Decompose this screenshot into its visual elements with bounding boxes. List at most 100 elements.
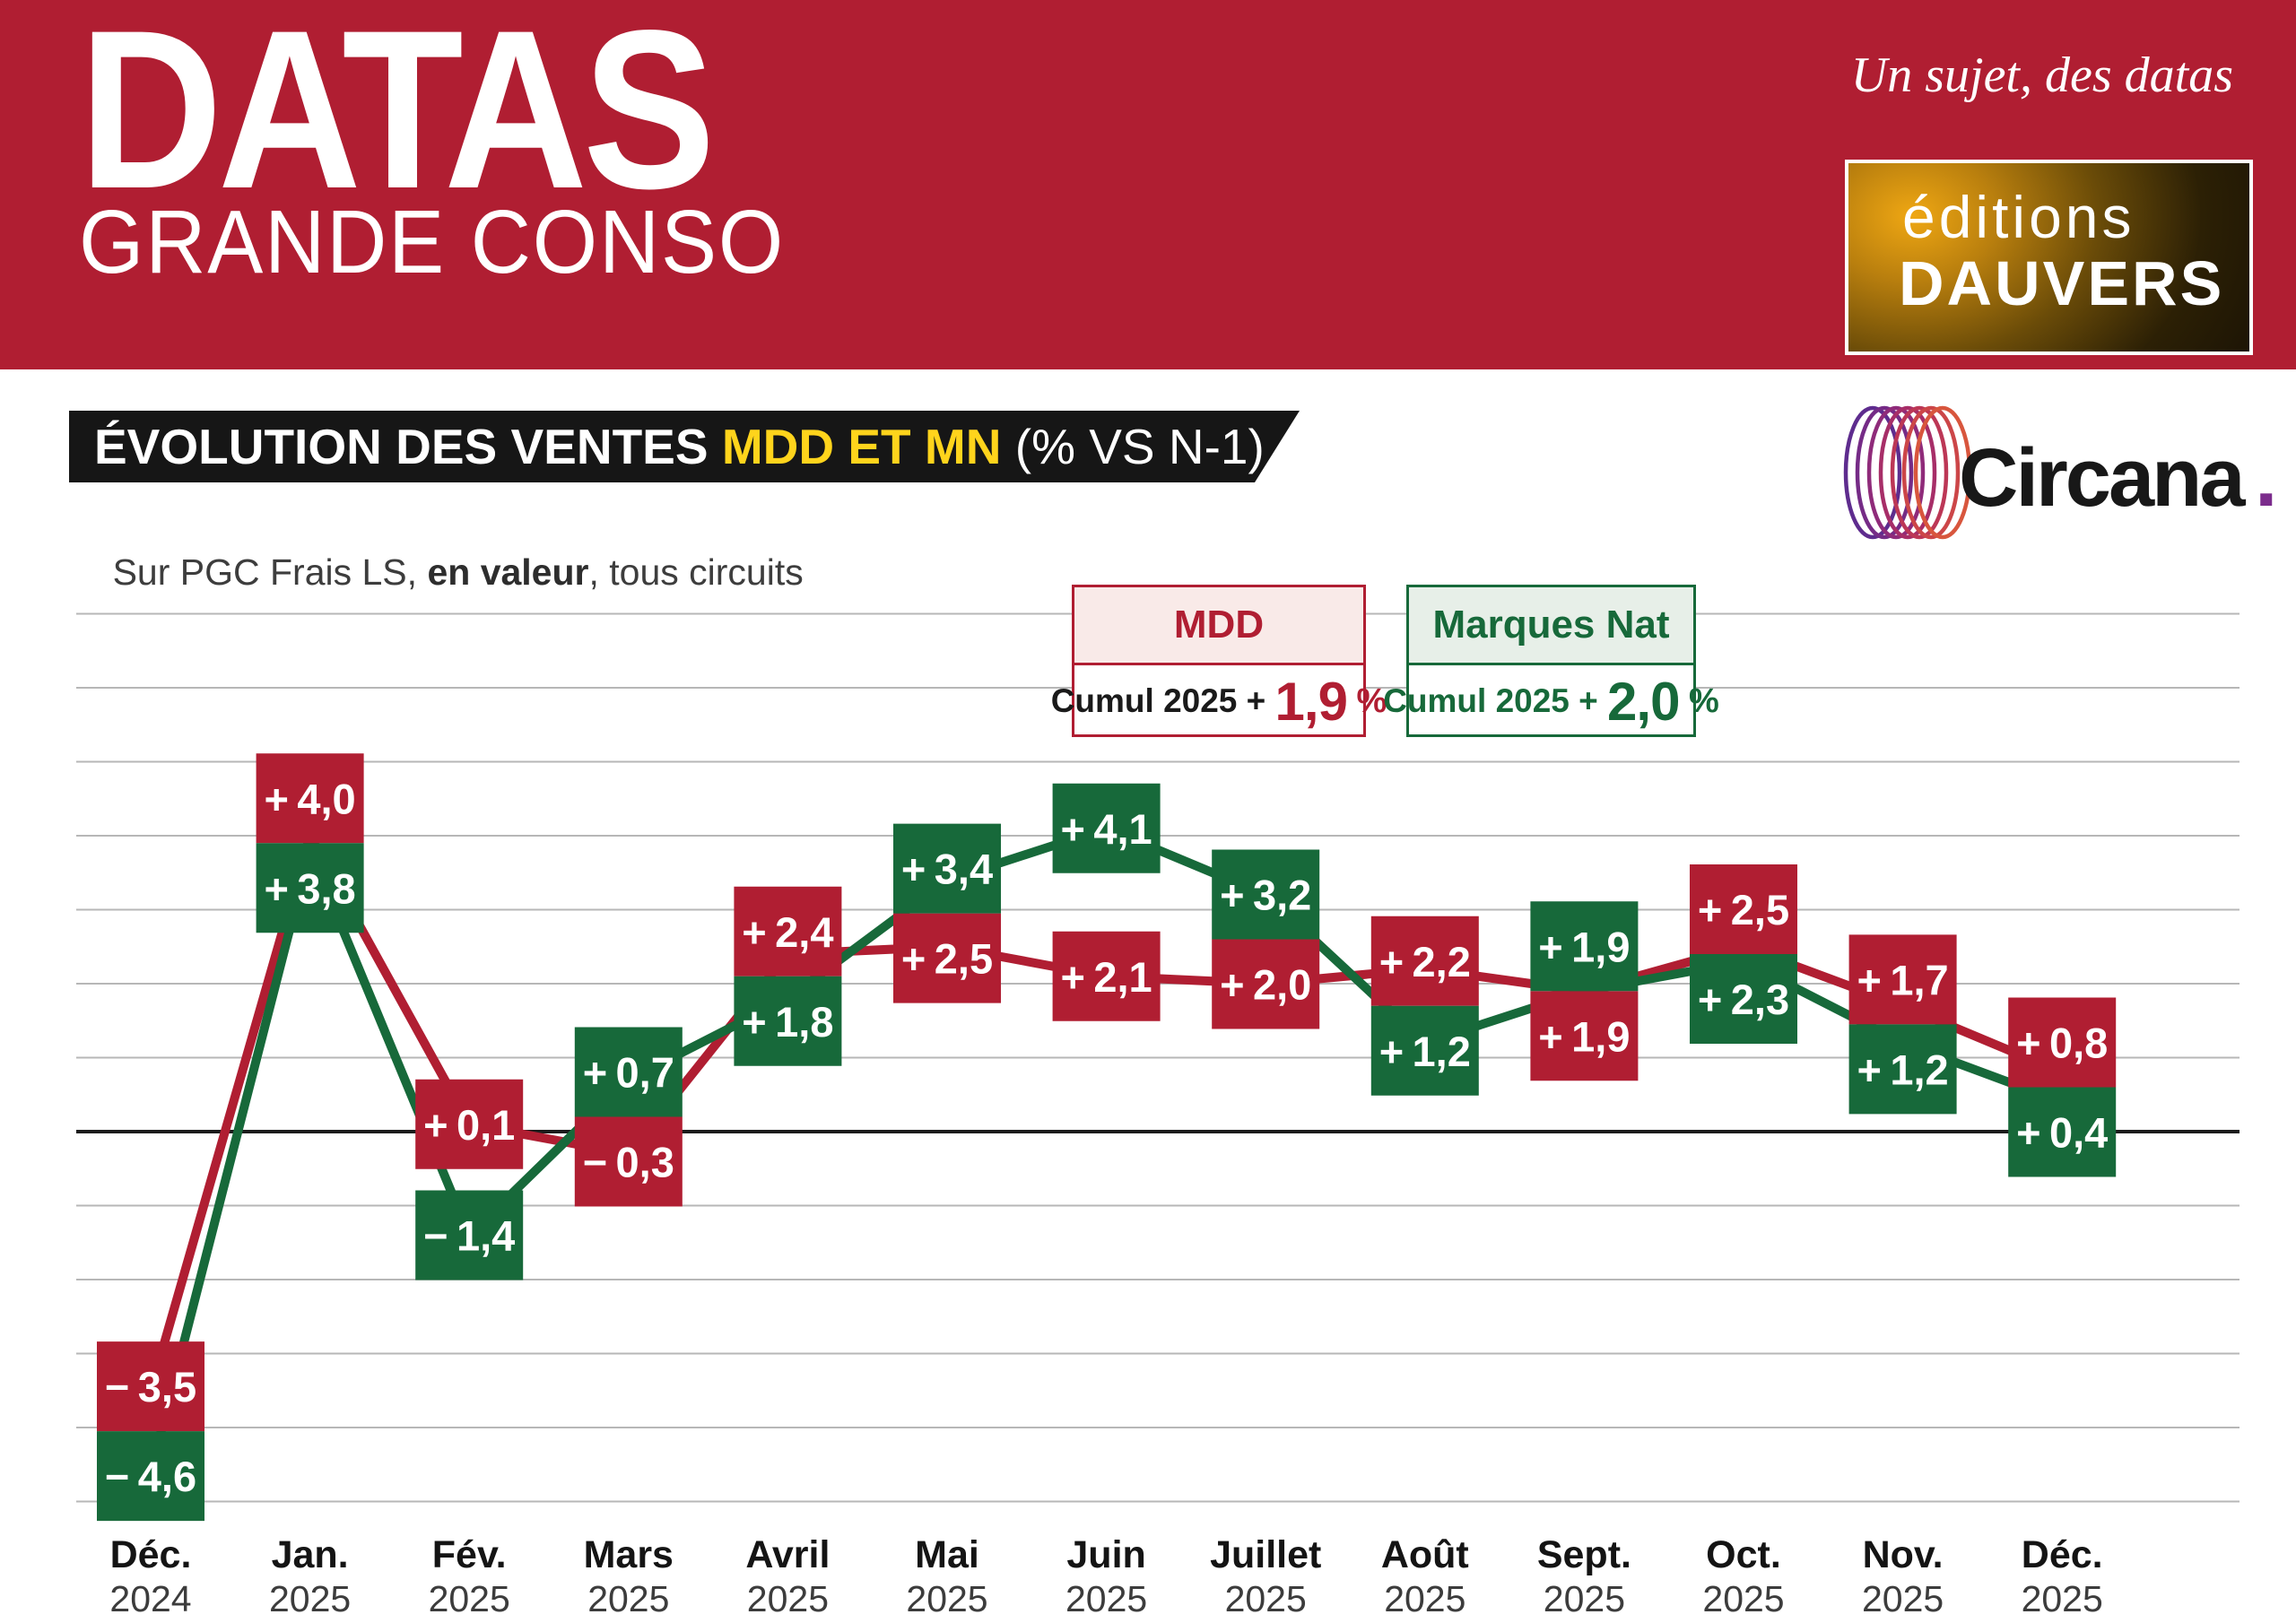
x-axis-month: Mai [915,1533,979,1576]
x-axis-year: 2025 [2022,1578,2103,1619]
subtitle-prefix: Sur PGC Frais LS, [112,551,428,593]
value-box-marques-nat [1370,1005,1479,1096]
value-box-marques-nat [734,976,842,1066]
value-box-mdd [1052,931,1161,1021]
value-label-marques-nat: + 0,4 [2016,1109,2108,1157]
legend-mn-cumul-unit: % [1679,681,1719,720]
value-label-mdd: + 2,4 [742,908,833,956]
value-box-mdd [734,886,842,976]
value-label-marques-nat: + 0,7 [583,1049,674,1097]
subtitle-bold: en valeur [427,551,589,593]
value-box-mdd [415,1079,524,1169]
value-box-marques-nat [1212,849,1320,940]
legend-mdd-cumul-prefix: Cumul 2025 + [1050,682,1275,719]
legend-mdd-cumul-unit: % [1346,681,1387,720]
publisher-logo: éditions DAUVERS [1845,160,2253,355]
brand-subtitle: GRANDE CONSO [79,192,786,292]
banner-text-suffix: (% VS N-1) [1001,419,1265,474]
x-axis-year: 2025 [1225,1578,1307,1619]
x-axis-year: 2025 [587,1578,669,1619]
value-label-marques-nat: + 1,2 [1857,1046,1948,1093]
x-axis-year: 2025 [747,1578,829,1619]
value-box-mdd [1530,991,1639,1081]
value-box-marques-nat [893,823,1001,914]
value-label-mdd: + 4,0 [264,775,355,822]
x-axis-month: Août [1381,1533,1469,1576]
legend-mdd-cumul-value: 1,9 [1274,671,1348,732]
value-label-mdd: + 1,7 [1857,956,1948,1003]
circana-logo: Circana . [1843,405,2278,540]
legend-mn-cumul: Cumul 2025 + 2,0 % [1383,665,1719,737]
value-label-marques-nat: + 1,9 [1538,923,1630,970]
value-label-mdd: + 0,1 [423,1101,515,1149]
value-label-marques-nat: + 1,8 [742,998,833,1046]
legend-mn-cumul-prefix: Cumul 2025 + [1383,682,1608,719]
value-label-marques-nat: + 4,1 [1060,805,1152,853]
value-label-mdd: + 2,1 [1060,953,1152,1001]
value-box-marques-nat [1690,954,1797,1044]
x-axis-year: 2025 [429,1578,510,1619]
chart-title-banner: ÉVOLUTION DES VENTES MDD ET MN (% VS N-1… [69,411,1300,482]
legend-mdd-cumul: Cumul 2025 + 1,9 % [1051,665,1387,737]
value-box-marques-nat [415,1190,524,1280]
x-axis-month: Avril [745,1533,830,1576]
x-axis-month: Fév. [432,1533,507,1576]
value-box-mdd [1690,864,1797,954]
x-axis-month: Jan. [272,1533,349,1576]
value-box-mdd [574,1116,683,1207]
circana-wordmark-dot: . [2255,432,2278,524]
value-label-marques-nat: + 2,3 [1698,976,1789,1023]
publisher-logo-line2: DAUVERS [1899,248,2225,318]
value-label-marques-nat: + 3,2 [1220,872,1311,919]
brand-block: DATAS GRANDE CONSO [79,0,838,292]
x-axis-month: Mars [584,1533,674,1576]
value-box-marques-nat [256,843,364,933]
value-label-marques-nat: − 4,6 [105,1453,196,1500]
legend-mn-title: Marques Nat [1409,587,1693,665]
masthead: DATAS GRANDE CONSO Un sujet, des datas é… [0,0,2296,369]
value-box-mdd [893,913,1001,1003]
value-box-mdd [1212,939,1320,1029]
value-box-marques-nat [2008,1087,2117,1177]
value-label-mdd: + 0,8 [2016,1020,2108,1067]
brand-title: DATAS [79,0,716,236]
value-label-mdd: + 2,2 [1379,938,1471,985]
value-label-mdd: + 2,0 [1220,961,1311,1009]
value-label-marques-nat: − 1,4 [423,1212,515,1260]
value-box-mdd [97,1341,204,1432]
value-box-marques-nat [97,1431,204,1522]
value-label-marques-nat: + 3,8 [264,864,355,912]
x-axis-year: 2025 [1544,1578,1625,1619]
x-axis-month: Juin [1066,1533,1145,1576]
x-axis-year: 2025 [1065,1578,1147,1619]
x-axis-year: 2025 [1862,1578,1944,1619]
value-box-marques-nat [574,1027,683,1117]
value-label-marques-nat: + 1,2 [1379,1028,1471,1075]
value-label-marques-nat: + 3,4 [901,846,993,893]
x-axis-year: 2025 [269,1578,351,1619]
x-axis-year: 2025 [1702,1578,1784,1619]
tagline: Un sujet, des datas [1850,48,2233,103]
x-axis-month: Juillet [1210,1533,1321,1576]
value-box-mdd [1370,916,1479,1006]
x-axis-month: Oct. [1706,1533,1781,1576]
value-box-mdd [256,753,364,844]
publisher-logo-line1: éditions [1902,184,2135,250]
value-label-mdd: − 0,3 [583,1139,674,1186]
value-box-marques-nat [1848,1024,1957,1115]
legend-mdd-title: MDD [1074,587,1363,665]
banner-text-highlight: MDD ET MN [721,419,1002,474]
value-box-marques-nat [1530,901,1639,992]
chart-subtitle: Sur PGC Frais LS, en valeur, tous circui… [72,509,804,636]
x-axis-month: Nov. [1863,1533,1944,1576]
value-label-mdd: + 1,9 [1538,1012,1630,1060]
x-axis-month: Sept. [1537,1533,1631,1576]
value-label-mdd: + 2,5 [901,935,993,983]
legend-marques-nat: Marques Nat Cumul 2025 + 2,0 % [1383,585,1719,737]
value-label-mdd: + 2,5 [1698,886,1789,933]
value-label-mdd: − 3,5 [105,1363,196,1410]
x-axis-month: Déc. [110,1533,192,1576]
x-axis-month: Déc. [2022,1533,2103,1576]
